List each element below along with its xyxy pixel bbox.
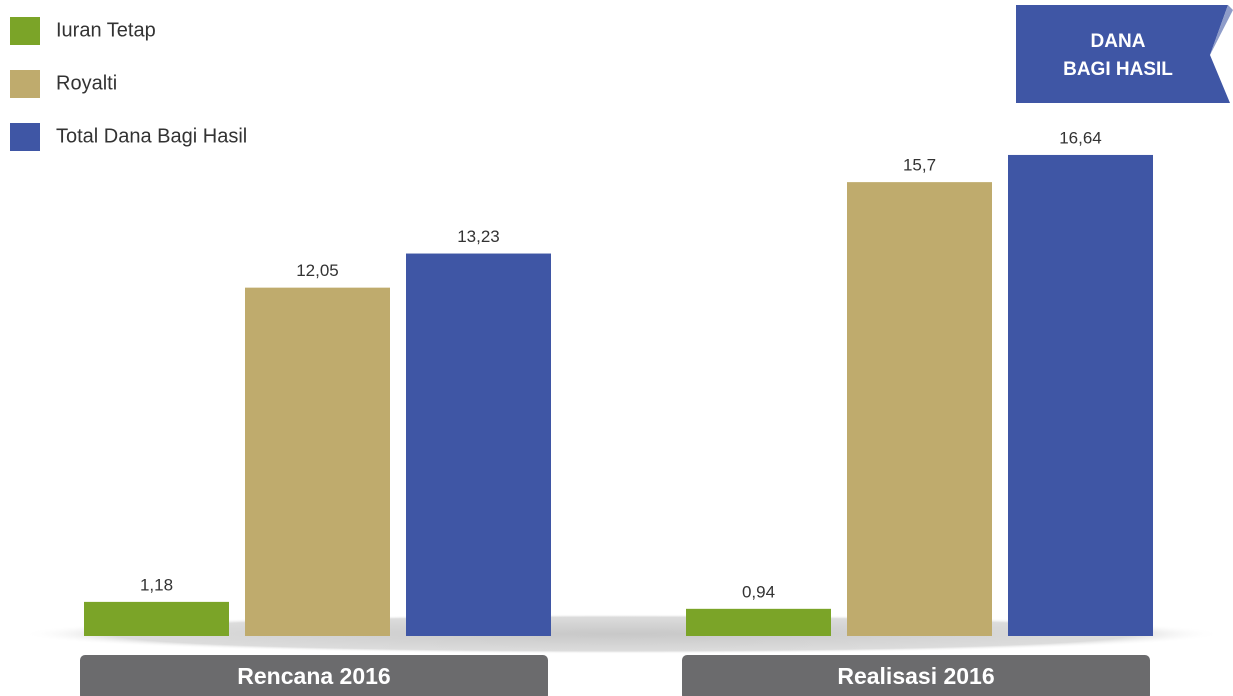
badge-line: DANA	[1091, 31, 1146, 52]
category-label: Rencana 2016	[237, 663, 390, 689]
value-label: 0,94	[742, 582, 775, 601]
legend-swatch	[10, 123, 40, 151]
value-label: 12,05	[296, 261, 339, 280]
legend-label: Total Dana Bagi Hasil	[56, 125, 247, 147]
badge-shape	[1016, 5, 1230, 103]
bar	[1008, 154, 1153, 636]
badge-line: BAGI HASIL	[1063, 59, 1173, 80]
category-box	[80, 655, 548, 696]
bar	[686, 608, 831, 636]
bar	[245, 287, 390, 636]
legend-swatch	[10, 70, 40, 98]
badge-fold	[1210, 5, 1233, 55]
legend-swatch	[10, 17, 40, 45]
bar	[406, 253, 551, 637]
bar	[847, 182, 992, 637]
legend-label: Royalti	[56, 72, 117, 94]
bar	[84, 601, 229, 636]
value-label: 16,64	[1059, 128, 1102, 147]
value-label: 15,7	[903, 156, 936, 175]
badge: DANA BAGI HASIL	[1016, 5, 1233, 103]
value-label: 1,18	[140, 575, 173, 594]
legend-label: Iuran Tetap	[56, 19, 156, 41]
category-label: Realisasi 2016	[837, 663, 994, 689]
category-box	[682, 655, 1150, 696]
value-label: 13,23	[457, 227, 500, 246]
